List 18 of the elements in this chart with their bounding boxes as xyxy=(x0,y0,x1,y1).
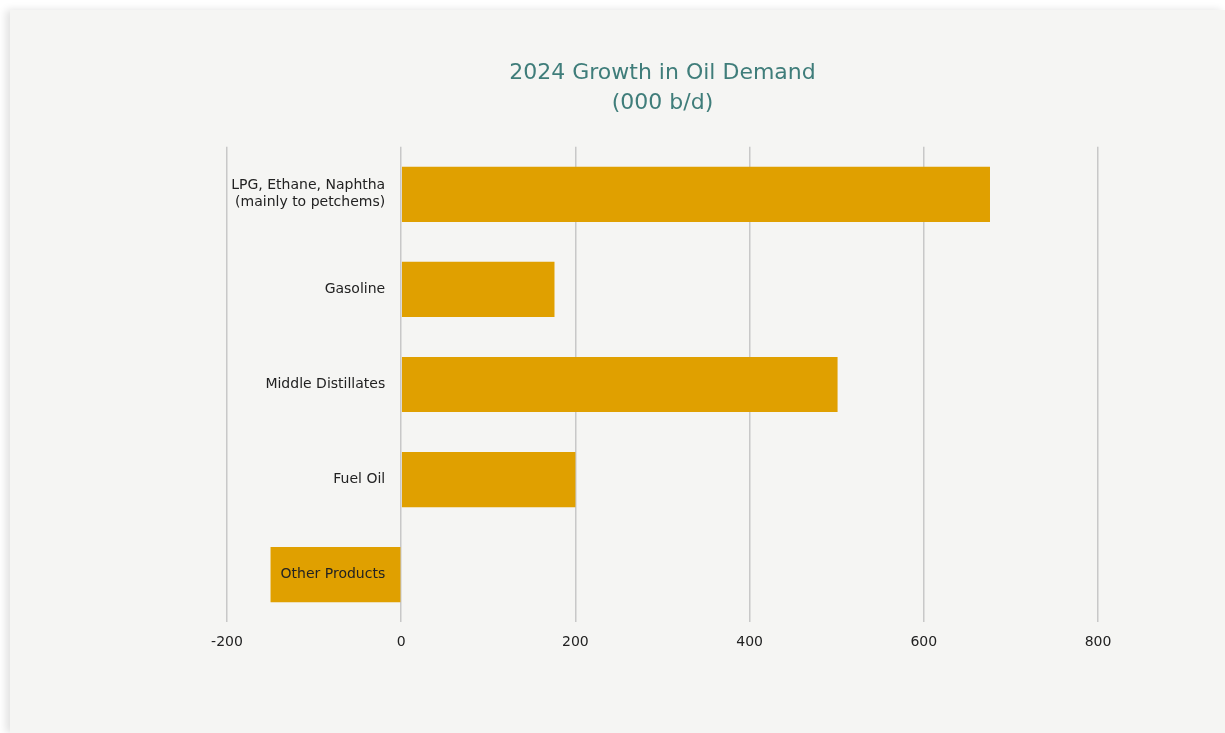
y-tick-label: Fuel Oil xyxy=(333,470,386,487)
x-tick-label: 400 xyxy=(736,633,763,650)
y-tick-label: Gasoline xyxy=(324,280,386,297)
bar xyxy=(270,547,401,603)
chart-subtitle: (000 b/d) xyxy=(611,89,714,115)
x-tick-label: 0 xyxy=(396,633,406,650)
chart-title: 2024 Growth in Oil Demand xyxy=(509,58,816,84)
y-tick-label: LPG, Ethane, Naphtha (mainly to petchems) xyxy=(231,176,386,210)
y-tick-label: Middle Distillates xyxy=(265,375,386,392)
y-tick-label: Other Products xyxy=(280,565,386,582)
bar xyxy=(401,166,990,222)
x-tick-label: 800 xyxy=(1084,633,1112,650)
bar xyxy=(401,261,555,317)
bar xyxy=(401,356,838,413)
x-tick-label: 200 xyxy=(562,633,589,650)
bar xyxy=(401,452,576,508)
x-tick-label: 600 xyxy=(910,633,938,650)
x-tick-label: -200 xyxy=(211,633,243,650)
